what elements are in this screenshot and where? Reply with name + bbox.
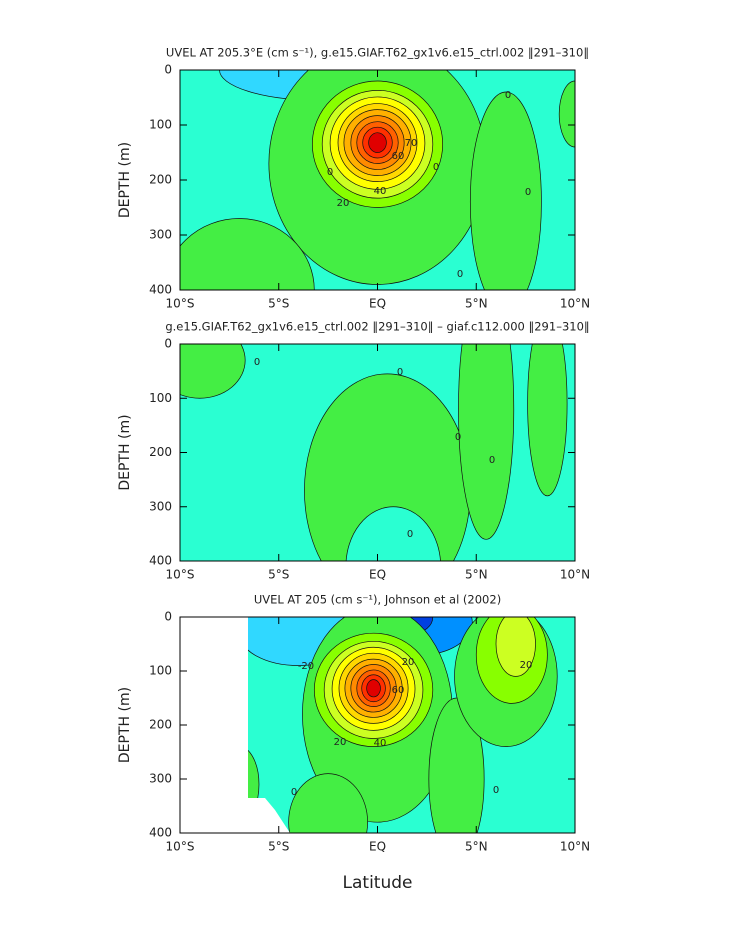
contour-region <box>495 617 536 677</box>
y-axis-label: DEPTH (m) <box>117 142 133 218</box>
y-tick-label: 400 <box>149 826 172 840</box>
y-tick-label: 300 <box>149 499 172 513</box>
chart-title: UVEL AT 205 (cm s⁻¹), Johnson et al (200… <box>254 593 501 607</box>
y-tick-label: 300 <box>149 228 172 242</box>
contour-label: 20 <box>402 657 415 668</box>
y-tick-label: 300 <box>149 772 172 786</box>
contour-region <box>428 697 485 833</box>
contour-region <box>345 506 441 561</box>
contour-region <box>304 373 471 561</box>
y-tick-label: 200 <box>149 718 172 732</box>
contour-label: -20 <box>298 661 314 672</box>
y-tick-label: 400 <box>149 283 172 297</box>
y-axis-label: DEPTH (m) <box>117 414 133 490</box>
chart-title: UVEL AT 205.3°E (cm s⁻¹), g.e15.GIAF.T62… <box>166 46 589 60</box>
x-tick-label: EQ <box>369 840 386 854</box>
y-tick-label: 400 <box>149 554 172 568</box>
contour-label: 20 <box>337 198 350 209</box>
contour-label: 0 <box>254 357 260 368</box>
plot-area <box>180 344 575 561</box>
x-tick-label: 10°S <box>166 568 195 582</box>
y-tick-label: 200 <box>149 445 172 459</box>
contour-label: 0 <box>457 269 463 280</box>
x-tick-label: 5°S <box>268 568 289 582</box>
contour-label: 60 <box>392 151 405 162</box>
contour-region <box>368 132 387 153</box>
contour-region <box>180 218 315 290</box>
y-axis-label: DEPTH (m) <box>117 687 133 763</box>
y-tick-label: 0 <box>164 610 172 624</box>
contour-region <box>558 80 575 148</box>
contour-label: 60 <box>392 685 405 696</box>
contour-label: 70 <box>405 138 418 149</box>
plot-area <box>180 617 575 833</box>
contour-label: 0 <box>489 455 495 466</box>
contour-label: 0 <box>493 785 499 796</box>
y-tick-label: 100 <box>149 664 172 678</box>
contour-label: 0 <box>505 90 511 101</box>
contour-region <box>288 773 368 833</box>
y-tick-label: 100 <box>149 391 172 405</box>
x-tick-label: 10°N <box>560 297 590 311</box>
x-tick-label: 10°N <box>560 840 590 854</box>
contour-label: 40 <box>374 738 387 749</box>
contour-label: 0 <box>397 367 403 378</box>
y-tick-label: 100 <box>149 118 172 132</box>
contour-label: 20 <box>520 660 533 671</box>
chart-title: g.e15.GIAF.T62_gx1v6.e15_ctrl.002 ‖291–3… <box>165 320 589 334</box>
x-tick-label: 5°S <box>268 840 289 854</box>
x-tick-label: 5°N <box>465 568 488 582</box>
contour-label: 0 <box>455 432 461 443</box>
contour-label: 40 <box>374 186 387 197</box>
contour-label: 0 <box>525 187 531 198</box>
y-tick-label: 0 <box>164 63 172 77</box>
contour-region <box>469 91 542 290</box>
x-tick-label: EQ <box>369 297 386 311</box>
no-data-mask <box>180 617 290 833</box>
contour-label: 0 <box>327 167 333 178</box>
contour-label: 0 <box>291 787 297 798</box>
y-tick-label: 0 <box>164 337 172 351</box>
y-tick-label: 200 <box>149 173 172 187</box>
x-tick-label: 5°S <box>268 297 289 311</box>
contour-region <box>366 679 381 698</box>
x-tick-label: 5°N <box>465 297 488 311</box>
contour-label: 20 <box>334 737 347 748</box>
x-tick-label: 5°N <box>465 840 488 854</box>
x-tick-label: 10°S <box>166 840 195 854</box>
x-axis-label: Latitude <box>343 873 413 893</box>
contour-label: 0 <box>433 162 439 173</box>
contour-region <box>458 344 515 540</box>
contour-region <box>180 344 246 399</box>
x-tick-label: 10°N <box>560 568 590 582</box>
x-tick-label: EQ <box>369 568 386 582</box>
x-tick-label: 10°S <box>166 297 195 311</box>
contour-label: 0 <box>407 529 413 540</box>
plot-area <box>180 70 575 290</box>
contour-region <box>527 344 568 497</box>
